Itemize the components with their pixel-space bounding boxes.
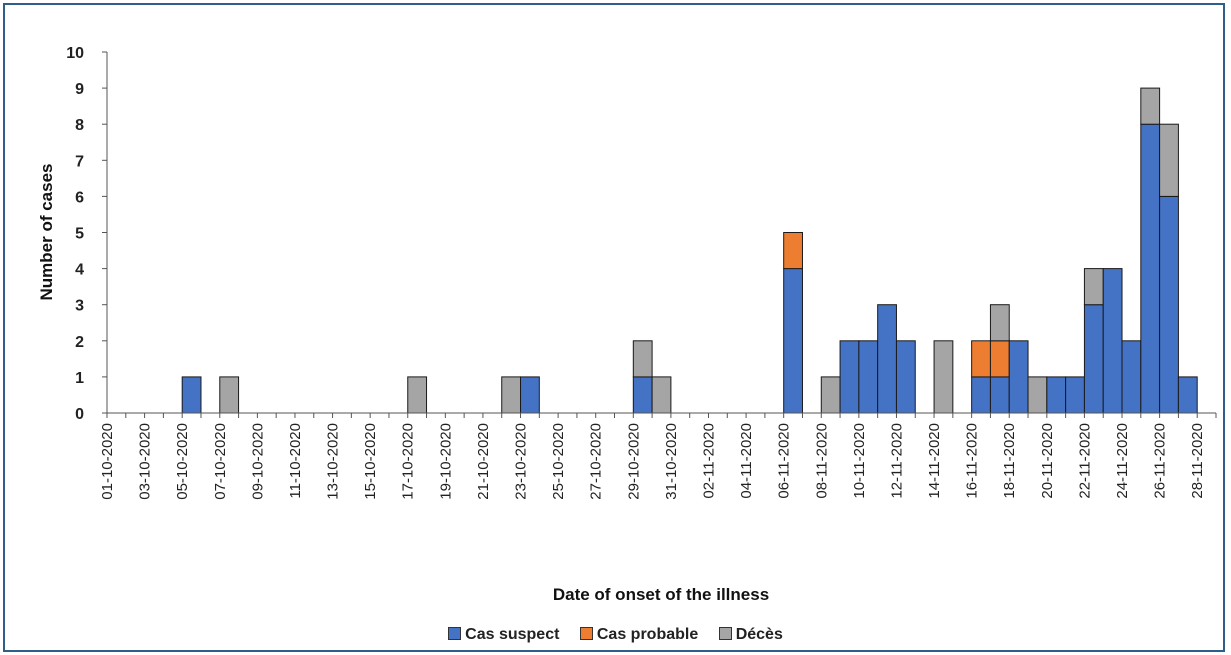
x-tick-label-15-10-2020: 15-10-2020 [362, 423, 379, 500]
bar-cas-suspect-27-11-2020 [1177, 376, 1198, 414]
bar-d-c-s-22-10-2020 [501, 376, 522, 414]
x-tick-label-29-10-2020: 29-10-2020 [625, 423, 642, 500]
x-tick-label-09-10-2020: 09-10-2020 [249, 423, 266, 500]
bar-cas-suspect-06-11-2020 [783, 268, 803, 414]
bar-cas-probable-16-11-2020 [971, 340, 991, 378]
bar-d-c-s-25-11-2020 [1140, 87, 1161, 125]
x-axis-title: Date of onset of the illness [553, 585, 769, 604]
bar-d-c-s-14-11-2020 [933, 340, 954, 414]
legend-swatch-cas-probable [579, 627, 593, 640]
x-tick-label-14-11-2020: 14-11-2020 [926, 423, 943, 499]
x-tick-label-12-11-2020: 12-11-2020 [888, 423, 905, 499]
bar-cas-suspect-11-11-2020 [877, 304, 897, 414]
bar-d-c-s-30-10-2020 [651, 376, 672, 414]
x-tick-label-07-10-2020: 07-10-2020 [212, 423, 229, 500]
x-tick-label-20-11-2020: 20-11-2020 [1039, 423, 1056, 499]
x-tick-label-13-10-2020: 13-10-2020 [325, 423, 342, 500]
x-tick-label-11-10-2020: 11-10-2020 [287, 423, 304, 499]
bar-cas-suspect-26-11-2020 [1159, 195, 1179, 414]
bar-cas-suspect-16-11-2020 [971, 376, 991, 414]
legend-swatch-cas-suspect [448, 627, 462, 640]
bar-cas-suspect-09-11-2020 [839, 340, 860, 414]
x-tick-label-28-11-2020: 28-11-2020 [1189, 423, 1206, 499]
y-tick-label-4: 4 [75, 262, 84, 279]
legend-label-cas-probable: Cas probable [596, 626, 699, 643]
x-tick-label-31-10-2020: 31-10-2020 [663, 423, 680, 500]
legend-item-cas-suspect: Cas suspect [448, 626, 559, 644]
y-tick-label-8: 8 [75, 117, 84, 134]
bars-group [181, 87, 1198, 414]
legend-label-cas-suspect: Cas suspect [465, 626, 560, 643]
legend-item-cas-probable: Cas probable [579, 626, 699, 644]
bar-cas-suspect-05-10-2020 [181, 376, 202, 414]
legend: Cas suspect Cas probable Décès [0, 626, 1231, 644]
bar-cas-suspect-25-11-2020 [1140, 123, 1161, 414]
y-tick-label-6: 6 [75, 189, 84, 206]
bar-cas-suspect-18-11-2020 [1008, 340, 1029, 414]
axes-group: 0 1 2 3 4 5 6 7 8 9 10 01-10-2020 03-10-2020 05-10-20… [66, 45, 1217, 500]
x-tick-label-27-10-2020: 27-10-2020 [588, 423, 605, 500]
bar-cas-suspect-23-10-2020 [520, 376, 540, 414]
bar-d-c-s-26-11-2020 [1159, 123, 1179, 197]
legend-label-deces: Décès [735, 626, 783, 643]
legend-item-deces: Décès [718, 626, 783, 644]
y-tick-label-2: 2 [75, 334, 84, 351]
x-tick-label-23-10-2020: 23-10-2020 [513, 423, 530, 500]
x-tick-label-26-11-2020: 26-11-2020 [1152, 423, 1169, 499]
x-tick-label-05-10-2020: 05-10-2020 [174, 423, 191, 500]
x-tick-label-16-11-2020: 16-11-2020 [964, 423, 981, 499]
bar-d-c-s-17-10-2020 [407, 376, 428, 414]
y-tick-label-0: 0 [75, 406, 84, 423]
x-tick-label-03-10-2020: 03-10-2020 [137, 423, 154, 500]
y-axis-title: Number of cases [37, 164, 56, 301]
legend-swatch-deces [718, 627, 732, 640]
y-tick-label-5: 5 [75, 226, 84, 243]
x-tick-label-10-11-2020: 10-11-2020 [851, 423, 868, 499]
bar-cas-suspect-12-11-2020 [895, 340, 916, 414]
y-tick-label-7: 7 [75, 153, 84, 170]
x-tick-label-06-11-2020: 06-11-2020 [776, 423, 793, 499]
y-tick-label-3: 3 [75, 298, 84, 315]
bar-cas-suspect-29-10-2020 [632, 376, 653, 414]
bar-d-c-s-19-11-2020 [1027, 376, 1048, 414]
x-tick-label-17-10-2020: 17-10-2020 [400, 423, 417, 500]
bar-d-c-s-08-11-2020 [820, 376, 841, 414]
bar-cas-probable-17-11-2020 [989, 340, 1010, 378]
bar-d-c-s-29-10-2020 [632, 340, 653, 378]
bar-cas-suspect-21-11-2020 [1065, 376, 1085, 414]
x-tick-label-22-11-2020: 22-11-2020 [1076, 423, 1093, 499]
x-tick-label-19-10-2020: 19-10-2020 [437, 423, 454, 500]
bar-d-c-s-17-11-2020 [989, 304, 1010, 342]
bar-cas-suspect-23-11-2020 [1102, 268, 1123, 414]
bar-cas-probable-06-11-2020 [783, 232, 803, 270]
bar-d-c-s-07-10-2020 [219, 376, 240, 414]
y-tick-label-9: 9 [75, 81, 84, 98]
bar-cas-suspect-20-11-2020 [1046, 376, 1067, 414]
bar-cas-suspect-10-11-2020 [858, 340, 879, 414]
x-tick-label-02-11-2020: 02-11-2020 [700, 423, 717, 499]
bar-cas-suspect-22-11-2020 [1083, 304, 1104, 414]
x-tick-label-24-11-2020: 24-11-2020 [1114, 423, 1131, 499]
x-tick-label-01-10-2020: 01-10-2020 [99, 423, 116, 500]
y-tick-label-10: 10 [66, 45, 84, 62]
x-tick-label-21-10-2020: 21-10-2020 [475, 423, 492, 500]
x-tick-label-25-10-2020: 25-10-2020 [550, 423, 567, 500]
bar-cas-suspect-24-11-2020 [1121, 340, 1142, 414]
y-tick-label-1: 1 [75, 370, 84, 387]
bar-cas-suspect-17-11-2020 [989, 376, 1010, 414]
x-tick-label-08-11-2020: 08-11-2020 [813, 423, 830, 499]
chart-frame [3, 3, 1225, 652]
x-tick-label-04-11-2020: 04-11-2020 [738, 423, 755, 499]
bar-d-c-s-22-11-2020 [1083, 268, 1104, 306]
x-tick-label-18-11-2020: 18-11-2020 [1001, 423, 1018, 499]
